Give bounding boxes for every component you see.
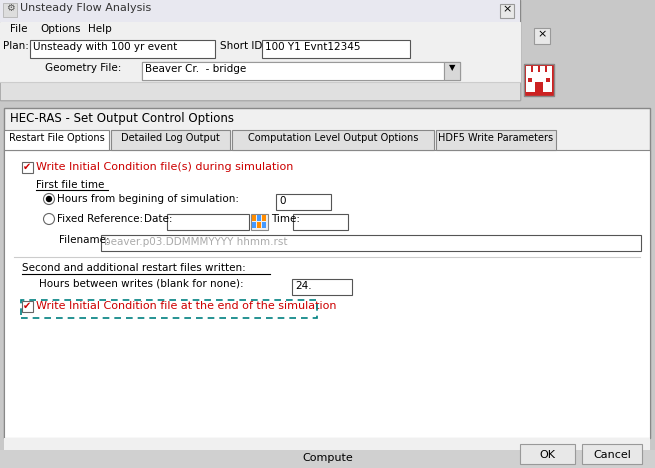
Bar [540,66,545,72]
Text: Detailed Log Output: Detailed Log Output [121,133,220,143]
Bar [0,38,520,60]
Text: ▼: ▼ [449,63,455,72]
Text: Restart File Options: Restart File Options [9,133,104,143]
Text: beaver.p03.DDMMMYYYY hhmm.rst: beaver.p03.DDMMMYYYY hhmm.rst [104,237,288,247]
Bar [22,162,33,173]
Bar [4,130,109,150]
Bar [500,4,514,18]
Bar [257,215,261,221]
Bar [582,444,642,464]
Bar [276,194,331,210]
Text: Date:: Date: [144,214,172,224]
Text: File: File [10,24,28,34]
Bar [252,215,256,221]
Text: First file time: First file time [36,180,104,190]
Text: Unsteady with 100 yr event: Unsteady with 100 yr event [33,42,178,52]
Bar [22,301,33,312]
Bar [0,0,520,22]
Bar [30,40,215,58]
Text: ✔: ✔ [23,162,31,172]
Bar [444,62,460,80]
Text: Plan:: Plan: [3,41,29,51]
Text: Options: Options [40,24,81,34]
Bar [533,66,538,72]
Bar [526,66,531,72]
Bar [526,72,552,92]
Text: Short ID:: Short ID: [220,41,266,51]
Text: Time:: Time: [271,214,300,224]
Text: ⚙: ⚙ [6,3,14,13]
Text: Computation Level Output Options: Computation Level Output Options [248,133,418,143]
Bar [252,222,256,228]
Text: Geometry File:: Geometry File: [45,63,121,73]
Bar [520,444,575,464]
Bar [4,150,650,438]
Bar [232,130,434,150]
Text: 0: 0 [279,196,286,206]
Bar [535,82,543,92]
Bar [262,222,266,228]
Text: ✔: ✔ [23,301,31,311]
Bar [534,28,550,44]
Bar [251,214,268,230]
Bar [262,40,410,58]
Bar [101,235,641,251]
Circle shape [43,213,54,225]
Text: Write Initial Condition file(s) during simulation: Write Initial Condition file(s) during s… [36,162,293,172]
Bar [262,215,266,221]
Text: 24.: 24. [295,281,312,291]
Text: Hours between writes (blank for none):: Hours between writes (blank for none): [39,279,244,289]
Text: Cancel: Cancel [593,450,631,460]
Bar [4,108,650,438]
Text: Second and additional restart files written:: Second and additional restart files writ… [22,263,246,273]
Text: 100 Y1 Evnt12345: 100 Y1 Evnt12345 [265,42,360,52]
Text: ×: × [502,4,512,14]
Text: HDF5 Write Parameters: HDF5 Write Parameters [438,133,553,143]
Bar [21,300,317,318]
Bar [528,78,532,82]
Bar [547,66,552,72]
Bar [111,130,230,150]
Bar [0,22,520,38]
Text: HEC-RAS - Set Output Control Options: HEC-RAS - Set Output Control Options [10,112,234,125]
Text: ×: × [537,29,547,39]
Bar [0,82,520,100]
Circle shape [47,197,52,202]
Text: Hours from begining of simulation:: Hours from begining of simulation: [57,194,239,204]
Bar [292,279,352,295]
Text: Compute: Compute [302,453,353,463]
Text: Filename:: Filename: [59,235,109,245]
Bar [0,60,520,82]
Text: Beaver Cr.  - bridge: Beaver Cr. - bridge [145,64,246,74]
Circle shape [43,193,54,205]
Bar [257,222,261,228]
Text: Help: Help [88,24,112,34]
Bar [436,130,556,150]
Bar [293,214,348,230]
Bar [524,64,554,96]
Bar [142,62,444,80]
Bar [4,438,650,468]
Bar [142,62,460,80]
Text: OK: OK [540,450,555,460]
Text: Unsteady Flow Analysis: Unsteady Flow Analysis [20,3,151,13]
Bar [3,3,17,17]
Text: Fixed Reference:: Fixed Reference: [57,214,143,224]
Bar [167,214,249,230]
Text: Write Initial Condition file at the end of the simulation: Write Initial Condition file at the end … [36,301,337,311]
Bar [546,78,550,82]
Bar [0,450,655,468]
Bar [0,0,520,100]
